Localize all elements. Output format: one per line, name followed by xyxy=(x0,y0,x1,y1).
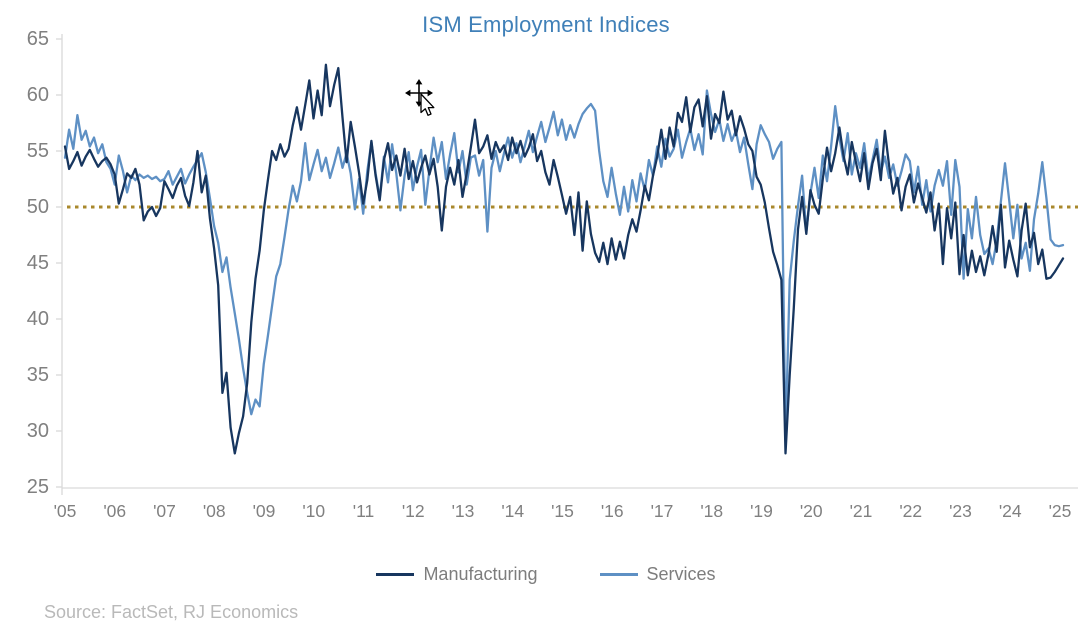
y-axis-tick-label: 40 xyxy=(27,308,49,330)
y-axis-tick-label: 60 xyxy=(27,84,49,106)
y-axis-tick-label: 50 xyxy=(27,196,49,218)
x-axis-tick-label: '15 xyxy=(551,501,574,521)
y-axis-tick-label: 65 xyxy=(27,28,49,50)
x-axis-tick-label: '09 xyxy=(253,501,276,521)
chart-title: ISM Employment Indices xyxy=(422,12,670,37)
move-cursor-icon xyxy=(405,79,435,116)
chart-legend: Manufacturing Services xyxy=(0,564,1092,585)
x-axis-tick-label: '20 xyxy=(800,501,823,521)
x-axis-tick-label: '17 xyxy=(651,501,674,521)
x-axis-tick-label: '25 xyxy=(1049,501,1072,521)
x-axis-tick-label: '06 xyxy=(103,501,126,521)
y-axis-tick-label: 45 xyxy=(27,252,49,274)
x-axis-tick-label: '21 xyxy=(850,501,873,521)
legend-label-manufacturing: Manufacturing xyxy=(423,564,538,584)
x-axis-tick-label: '22 xyxy=(899,501,922,521)
manufacturing-line xyxy=(63,63,1065,455)
y-axis-tick-label: 35 xyxy=(27,364,49,386)
x-axis-tick-label: '10 xyxy=(302,501,325,521)
x-axis-tick-label: '12 xyxy=(402,501,425,521)
source-note: Source: FactSet, RJ Economics xyxy=(44,602,299,622)
y-axis-tick-label: 55 xyxy=(27,140,49,162)
x-axis-tick-label: '14 xyxy=(501,501,524,521)
x-axis-tick-label: '05 xyxy=(54,501,77,521)
x-axis-tick-label: '11 xyxy=(353,501,375,521)
x-axis-tick-label: '07 xyxy=(153,501,176,521)
x-axis-tick-label: '16 xyxy=(601,501,624,521)
x-axis-tick-label: '18 xyxy=(700,501,723,521)
services-line-swatch xyxy=(599,573,638,576)
x-axis-tick-label: '23 xyxy=(949,501,972,521)
x-axis-tick-label: '24 xyxy=(999,501,1022,521)
y-axis-tick-label: 25 xyxy=(27,476,49,498)
x-axis-tick-label: '19 xyxy=(750,501,773,521)
manufacturing-line-swatch xyxy=(376,573,415,576)
legend-label-services: Services xyxy=(646,564,716,584)
services-line xyxy=(63,89,1065,442)
legend-item-services: Services xyxy=(599,564,716,585)
y-axis-tick-label: 30 xyxy=(27,420,49,442)
x-axis-tick-label: '08 xyxy=(203,501,226,521)
x-axis-tick-label: '13 xyxy=(452,501,475,521)
legend-item-manufacturing: Manufacturing xyxy=(376,564,538,585)
